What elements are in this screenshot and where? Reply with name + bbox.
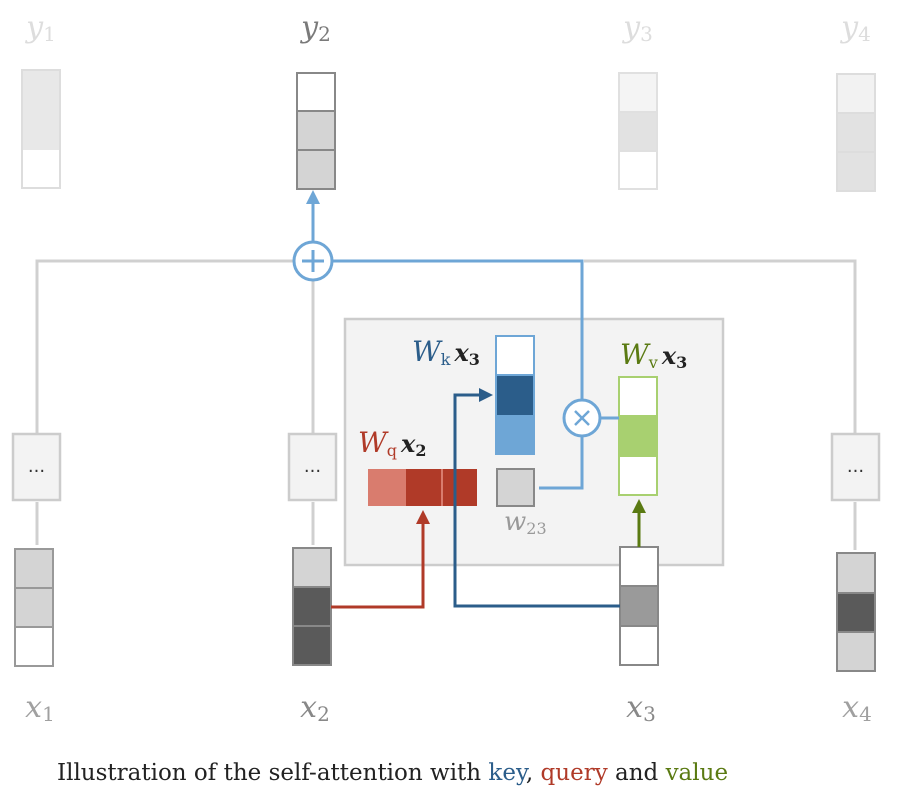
caption-query: query	[540, 760, 608, 786]
input-label-x4: x4	[842, 690, 872, 726]
connector-x1	[35, 259, 294, 545]
x2-to-query-path	[331, 521, 425, 609]
query-vector	[368, 469, 477, 506]
key-vector	[495, 335, 535, 455]
caption-prefix: Illustration of the self-attention with	[57, 760, 489, 786]
ellipsis-text: ...	[304, 456, 321, 477]
output-vector-y2	[296, 72, 336, 190]
input-vector-x2	[292, 547, 332, 666]
output-vector-y4	[836, 73, 876, 192]
sum-to-y2-arrowhead	[306, 190, 320, 204]
value-label: Wv x3	[620, 338, 687, 372]
ellipsis-box-1: ...	[11, 432, 62, 502]
input-label-x1: x1	[25, 690, 55, 726]
key-arrowhead	[479, 388, 493, 402]
output-vector-y1	[21, 69, 61, 189]
ellipsis-box-4: ...	[830, 432, 881, 502]
figure-caption: Illustration of the self-attention with …	[57, 760, 728, 786]
caption-value: value	[665, 760, 729, 786]
output-vector-y3	[618, 72, 658, 190]
input-vector-x4	[836, 552, 876, 672]
output-label-y4: y4	[839, 10, 871, 46]
query-arrowhead	[416, 510, 430, 524]
caption-sep-1: ,	[525, 760, 541, 786]
connector-lines	[35, 259, 857, 550]
output-label-y2: y2	[299, 10, 331, 46]
connector-x4	[584, 259, 857, 550]
input-vector-x3	[619, 546, 659, 666]
x3-to-key-path	[453, 393, 620, 608]
weight-scalar-box	[496, 468, 535, 507]
weight-to-sum-path	[333, 259, 584, 490]
input-label-x2: x2	[300, 690, 330, 726]
query-label: Wq x2	[358, 426, 426, 460]
caption-key: key	[488, 760, 526, 786]
ellipsis-box-2: ...	[287, 432, 338, 502]
key-label: Wk x3	[412, 335, 480, 369]
caption-sep-2: and	[607, 760, 666, 786]
input-label-x3: x3	[626, 690, 656, 726]
value-vector	[618, 376, 658, 496]
multiply-icon	[562, 398, 602, 438]
weight-label: w23	[504, 507, 547, 538]
output-label-y1: y1	[24, 10, 56, 46]
ellipsis-text: ...	[28, 456, 45, 477]
sum-plus-icon	[292, 240, 334, 282]
input-vector-x1	[14, 548, 54, 667]
value-arrowhead	[632, 499, 646, 513]
ellipsis-text: ...	[847, 456, 864, 477]
output-label-y3: y3	[621, 10, 653, 46]
